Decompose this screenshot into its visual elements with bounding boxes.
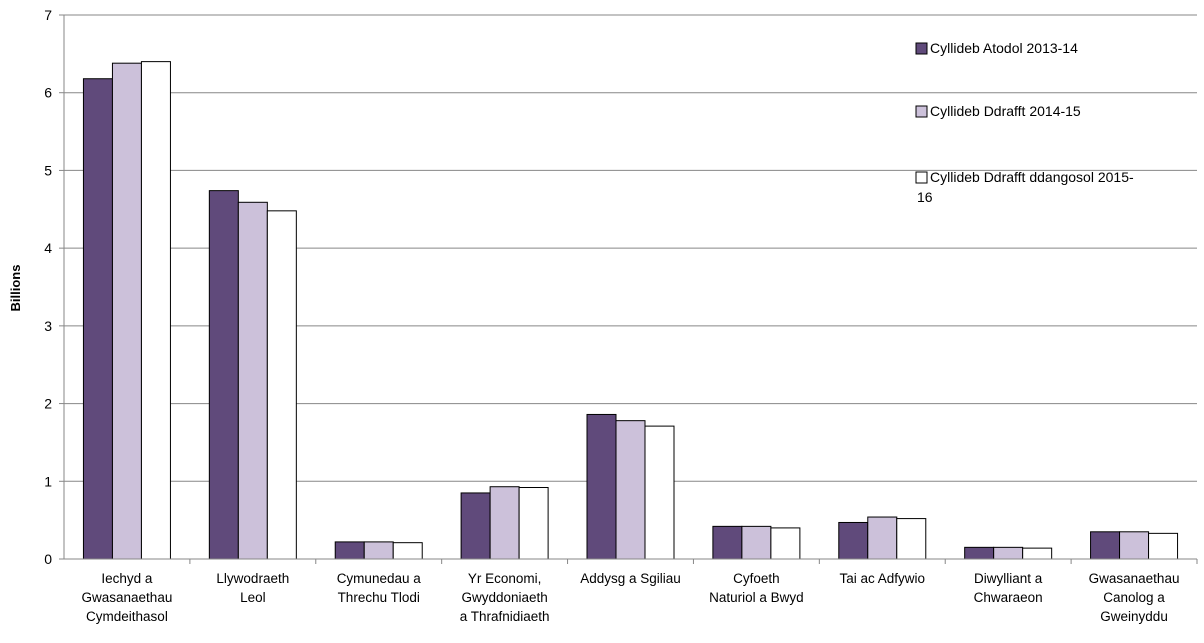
bar: [838, 521, 869, 560]
legend-label: Cyllideb Atodol 2013-14: [930, 40, 1078, 56]
bar: [1119, 531, 1150, 560]
x-tick-label: Cymunedau a: [337, 571, 422, 586]
bar: [518, 487, 549, 560]
x-tick-label: a Thrafnidiaeth: [460, 609, 550, 624]
bar: [770, 527, 801, 560]
bar: [82, 78, 113, 560]
bar: [615, 420, 646, 560]
bars: [82, 61, 1179, 560]
bar: [644, 425, 675, 560]
x-tick-label: Threchu Tlodi: [338, 590, 420, 605]
bar: [1148, 532, 1179, 560]
legend-swatch: [915, 171, 928, 184]
x-axis-labels: Iechyd a Gwasanaethau Cymdeithasol Llywodra…: [82, 559, 1198, 624]
bar: [140, 61, 171, 560]
axes: [63, 15, 1197, 560]
x-tick-label: Gwasanaethau: [82, 590, 173, 605]
x-tick-label: Iechyd a: [101, 571, 153, 586]
x-tick-label: Cyfoeth: [733, 571, 780, 586]
x-tick-label: Cymdeithasol: [86, 609, 168, 624]
legend-swatch: [915, 105, 928, 118]
y-tick-label: 6: [44, 85, 52, 101]
bar: [266, 210, 297, 560]
x-tick-label: Diwylliant a: [974, 571, 1043, 586]
bar: [1022, 547, 1053, 560]
y-axis-ticks: 0 1 2 3 4 5 6 7: [44, 7, 64, 567]
x-tick-label: Gweinyddu: [1100, 609, 1168, 624]
x-tick-label: Tai ac Adfywio: [840, 571, 926, 586]
x-tick-label: Llywodraeth: [216, 571, 289, 586]
bar: [896, 518, 927, 560]
x-tick-label: Addysg a Sgiliau: [580, 571, 681, 586]
legend-swatch: [915, 42, 928, 55]
bar: [867, 516, 898, 560]
bar: [208, 190, 239, 560]
x-tick-label: Chwaraeon: [974, 590, 1043, 605]
bar: [586, 413, 617, 560]
bar: [111, 62, 142, 560]
bar: [741, 525, 772, 560]
bar: [964, 546, 995, 560]
bar: [392, 542, 423, 560]
y-tick-label: 0: [44, 551, 52, 567]
legend-label: 16: [917, 189, 933, 205]
x-tick-label: Leol: [240, 590, 266, 605]
legend-label: Cyllideb Ddrafft 2014-15: [930, 103, 1081, 119]
y-tick-label: 4: [44, 240, 52, 256]
x-tick-label: Yr Economi,: [468, 571, 542, 586]
y-tick-label: 5: [44, 162, 52, 178]
bar: [363, 541, 394, 560]
legend-label: Cyllideb Ddrafft ddangosol 2015-: [930, 169, 1134, 185]
x-tick-label: Gwasanaethau: [1089, 571, 1180, 586]
bar: [237, 201, 268, 560]
bar: [334, 541, 365, 560]
bar: [489, 486, 520, 560]
y-tick-label: 7: [44, 7, 52, 23]
bar: [993, 546, 1024, 560]
bar: [712, 525, 743, 560]
y-axis-label: Billions: [8, 265, 23, 312]
bar: [460, 492, 491, 560]
x-tick-label: Gwyddoniaeth: [461, 590, 547, 605]
x-tick-label: Naturiol a Bwyd: [709, 590, 804, 605]
bar: [1090, 531, 1121, 560]
y-tick-label: 1: [44, 473, 52, 489]
y-tick-label: 2: [44, 396, 52, 412]
x-tick-label: Canolog a: [1103, 590, 1165, 605]
y-tick-label: 3: [44, 318, 52, 334]
legend: Cyllideb Atodol 2013-14 Cyllideb Ddrafft …: [915, 40, 1134, 205]
